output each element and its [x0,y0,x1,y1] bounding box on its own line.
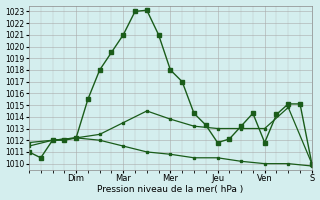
X-axis label: Pression niveau de la mer( hPa ): Pression niveau de la mer( hPa ) [97,185,244,194]
